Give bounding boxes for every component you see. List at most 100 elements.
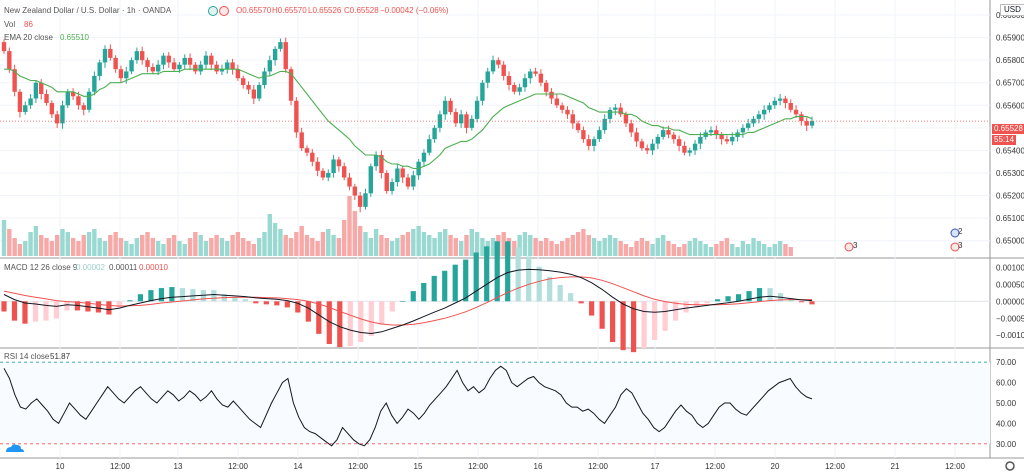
macd-histogram-bar [368, 301, 374, 336]
volume-bar [28, 232, 33, 256]
volume-bar [756, 241, 762, 256]
macd-histogram-bar [484, 246, 490, 302]
candle [28, 98, 33, 106]
volume-bar [336, 238, 342, 256]
candle [400, 168, 405, 178]
volume-bar [480, 238, 485, 256]
candle [767, 105, 772, 110]
macd-histogram-bar [536, 266, 542, 302]
macd-histogram-bar [683, 301, 689, 313]
time-tick-label: 12:00 [825, 462, 846, 471]
macd-histogram-bar [463, 259, 469, 302]
macd-histogram-bar [568, 293, 574, 302]
candle [347, 177, 352, 187]
macd-histogram-bar [389, 301, 395, 312]
candle [517, 87, 522, 92]
candle [432, 127, 437, 140]
volume-bar [246, 241, 251, 256]
price-tick-label: 0.65100 [996, 214, 1024, 223]
macd-histogram-bar [53, 301, 60, 319]
time-tick-label: 14 [294, 462, 303, 471]
macd-histogram-bar [295, 301, 301, 313]
ohlc-close: C0.65528 [344, 6, 379, 15]
candle [171, 62, 177, 70]
macd-histogram-bar [127, 300, 133, 302]
macd-histogram-bar [95, 301, 102, 313]
candle [246, 84, 251, 90]
candle [512, 84, 517, 92]
candle [102, 48, 108, 63]
volume-bar [522, 232, 528, 256]
volume-bar [315, 241, 320, 256]
macd-histogram-bar [347, 301, 353, 347]
macd-histogram-bar [64, 301, 70, 311]
time-tick-label: 12:00 [110, 462, 131, 471]
volume-bar [86, 232, 92, 256]
candle [501, 64, 506, 76]
volume-bar [182, 244, 187, 256]
macd-histogram-bar [714, 299, 721, 302]
settings-icon[interactable] [219, 6, 229, 16]
volume-bar [400, 235, 405, 256]
volume-bar [230, 235, 235, 256]
macd-histogram-bar [431, 275, 437, 302]
candle [554, 98, 560, 106]
volume-bar [49, 241, 55, 256]
candle [544, 82, 549, 92]
volume-bar [783, 244, 788, 256]
time-tick-label: 12:00 [705, 462, 726, 471]
volume-bar [443, 229, 448, 256]
volume-bar [613, 238, 618, 256]
candle [241, 78, 246, 85]
candle [129, 60, 134, 72]
macd-histogram-bar [22, 301, 28, 324]
macd-histogram-bar [32, 301, 39, 322]
candle [134, 51, 140, 61]
volume-bar [363, 232, 368, 256]
macd-histogram-bar [410, 291, 416, 302]
volume-bar [740, 241, 746, 256]
volume-bar [544, 238, 549, 256]
macd-histogram-bar [631, 301, 637, 353]
candle [586, 139, 591, 146]
candle [405, 177, 411, 187]
candle [528, 71, 533, 79]
macd-histogram-bar [704, 301, 710, 304]
volume-bar [645, 241, 650, 256]
volume-bar [124, 241, 129, 256]
candle [214, 64, 219, 72]
candle [17, 91, 23, 113]
volume-bar [352, 211, 358, 256]
volume-bar [751, 238, 756, 256]
candle [395, 168, 400, 183]
price-tick-label: 0.65700 [996, 79, 1024, 88]
symbol-title: New Zealand Dollar / U.S. Dollar · 1h · … [4, 6, 172, 15]
visibility-eye-icon[interactable] [208, 6, 218, 16]
candle [1, 42, 7, 52]
macd-histogram-bar [190, 289, 196, 302]
macd-histogram-bar [337, 301, 343, 348]
macd-histogram-bar [158, 288, 165, 302]
volume-bar [118, 238, 124, 256]
volume-bar [54, 235, 60, 256]
candle [427, 139, 432, 153]
candle [310, 152, 315, 162]
ema-line [4, 68, 813, 170]
volume-bar [12, 238, 17, 256]
volume-bar [1, 220, 7, 256]
volume-bar [198, 235, 203, 256]
candle [676, 139, 682, 146]
volume-bar [772, 244, 777, 256]
candle [448, 100, 453, 113]
candle [81, 105, 86, 110]
volume-bar [272, 223, 278, 256]
candle [342, 166, 347, 178]
currency-button[interactable]: USD [1000, 4, 1024, 16]
time-tick-label: 12:00 [468, 462, 489, 471]
candle [575, 123, 581, 131]
candle [783, 98, 788, 104]
candle [166, 55, 171, 63]
candle [320, 170, 326, 178]
volume-bar [235, 232, 241, 256]
